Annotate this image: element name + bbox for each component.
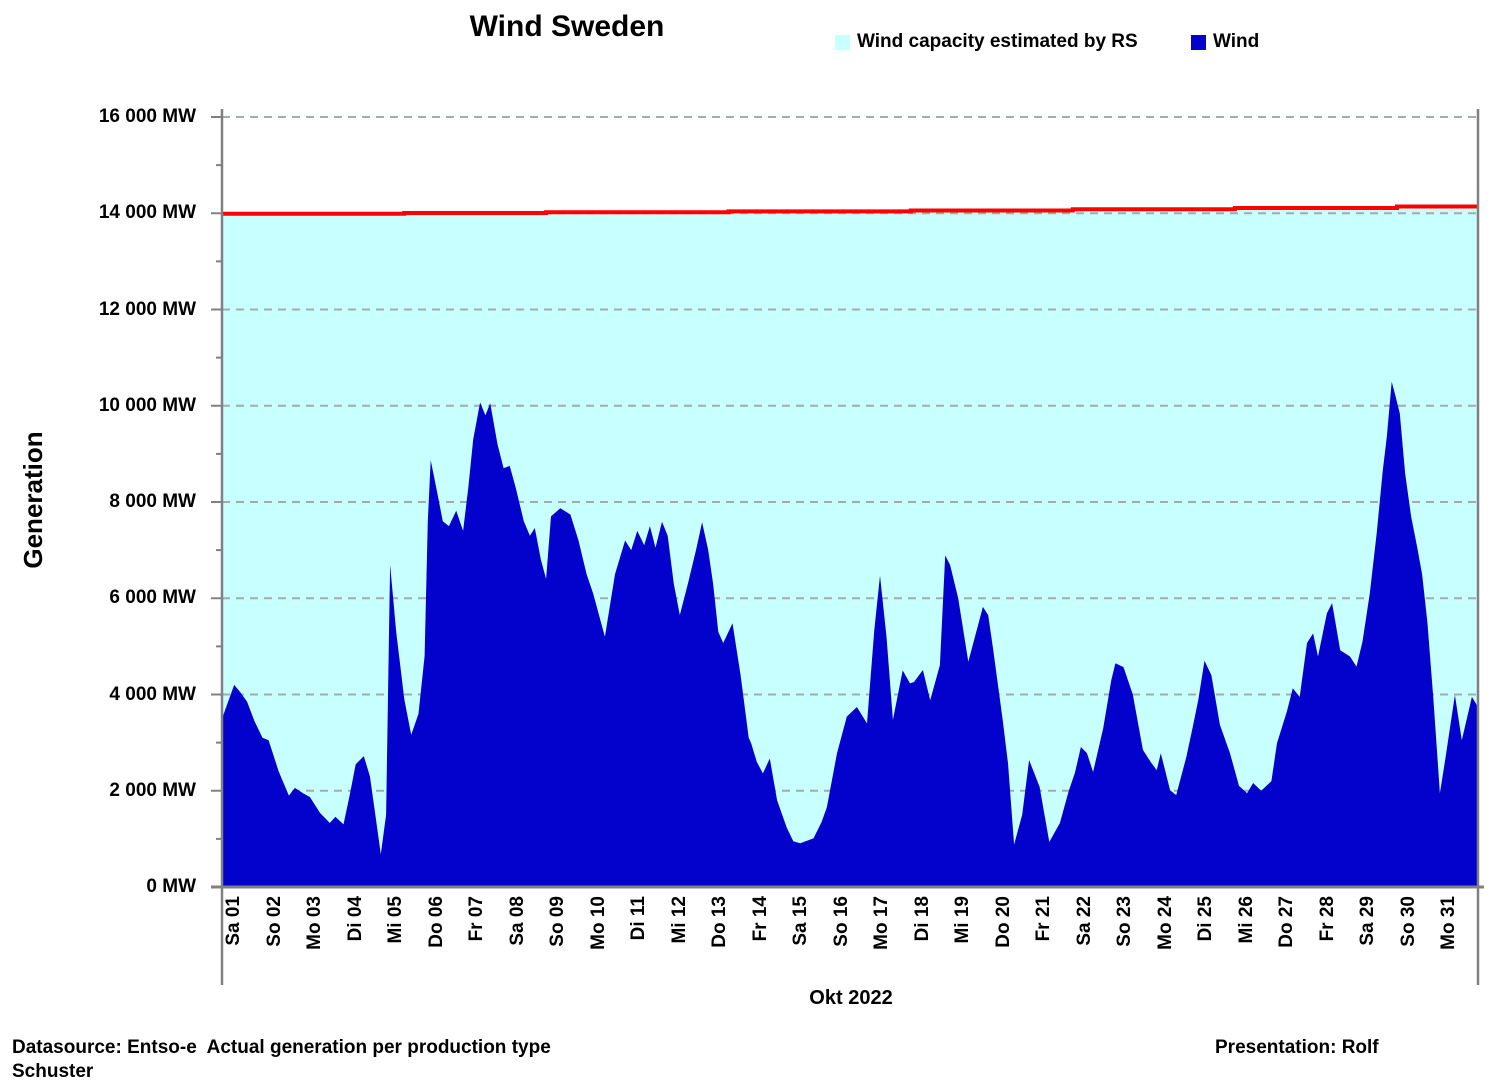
y-tick-label: 10 000 MW (98, 394, 196, 416)
x-tick-label: Fr 28 (1316, 896, 1338, 942)
x-tick-label: So 16 (830, 896, 852, 947)
y-tick-label: 8 000 MW (109, 491, 196, 512)
x-tick-label: Mo 10 (587, 896, 609, 950)
footer-presentation-wrap: Schuster (12, 1061, 94, 1082)
x-tick-label: Sa 08 (506, 896, 528, 946)
x-tick-label: Mi 12 (668, 896, 690, 944)
x-tick-label: Fr 21 (1033, 896, 1055, 942)
x-axis-title: Okt 2022 (809, 987, 893, 1009)
x-tick-label: Di 18 (911, 896, 933, 942)
x-tick-label: Di 04 (344, 896, 366, 942)
x-tick-label: Sa 22 (1073, 896, 1095, 946)
x-tick-label: Mo 31 (1438, 896, 1460, 950)
legend-label-capacity: Wind capacity estimated by RS (857, 31, 1138, 52)
legend-label-wind: Wind (1213, 31, 1260, 52)
x-tick-label: Fr 07 (466, 896, 488, 942)
x-tick-label: Mo 17 (871, 896, 893, 950)
x-tick-label: So 09 (547, 896, 569, 947)
x-tick-label: Sa 29 (1357, 896, 1379, 946)
x-tick-label: Do 06 (425, 896, 447, 948)
y-tick-label: 16 000 MW (98, 106, 196, 127)
footer-datasource: Datasource: Entso-e Actual generation pe… (12, 1037, 551, 1058)
x-tick-label: Do 27 (1276, 896, 1298, 948)
capacity-line (222, 204, 1478, 216)
legend-swatch-wind-icon (1191, 35, 1206, 50)
chart-title: Wind Sweden (469, 10, 665, 43)
x-tick-label: So 23 (1114, 896, 1136, 947)
y-tick-label: 6 000 MW (109, 587, 196, 609)
wind-area (222, 381, 1478, 887)
x-tick-label: Do 20 (992, 896, 1014, 948)
x-tick-label: Mi 26 (1235, 896, 1257, 944)
x-tick-label: Di 11 (628, 896, 650, 941)
y-tick-label: 0 MW (146, 876, 196, 897)
y-tick-label: 12 000 MW (98, 298, 196, 320)
x-tick-label: Sa 15 (790, 896, 812, 946)
x-tick-label: Mi 19 (952, 896, 974, 944)
x-tick-label: Mo 03 (304, 896, 326, 950)
x-tick-label: So 30 (1397, 896, 1419, 947)
x-tick-label: Fr 14 (749, 896, 771, 942)
x-tick-label: Di 25 (1195, 896, 1217, 942)
x-tick-label: So 02 (263, 896, 285, 947)
x-tick-label: Do 13 (709, 896, 731, 948)
x-tick-label: Mo 24 (1154, 896, 1176, 950)
y-tick-label: 2 000 MW (109, 779, 196, 801)
y-tick-label: 14 000 MW (98, 202, 196, 224)
plot-area (211, 109, 1484, 985)
legend-swatch-capacity-icon (835, 35, 850, 50)
footer-presentation: Presentation: Rolf (1215, 1037, 1379, 1058)
x-tick-label: Sa 01 (223, 896, 244, 946)
y-tick-label: 4 000 MW (109, 683, 196, 705)
x-tick-label: Mi 05 (385, 896, 407, 944)
